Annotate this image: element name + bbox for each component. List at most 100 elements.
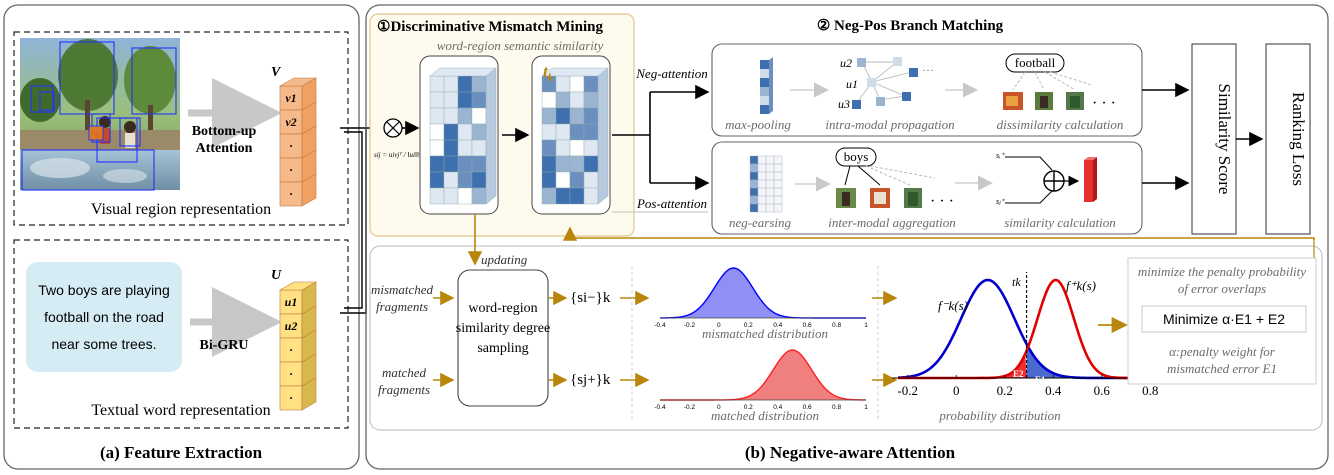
similarity-score-label: Similarity Score: [1215, 84, 1234, 195]
sampling-box: [457, 269, 549, 407]
dmm-title: ①Discriminative Mismatch Mining: [377, 19, 603, 35]
pos-set-label: {sj+}k: [570, 372, 611, 388]
svg-text:0.6: 0.6: [803, 404, 812, 411]
bigru-label: Bi-GRU: [200, 338, 249, 353]
neg-max-pool-column: [760, 57, 773, 114]
svg-text:football: football: [1015, 55, 1056, 70]
panel-b-title: (b) Negative-aware Attention: [745, 443, 956, 462]
feature-slot-label: ·: [290, 139, 293, 153]
probability-distribution-chart: -0.2 0 0.2 0.4 0.6 0.8: [892, 272, 1160, 398]
svg-text:-0.2: -0.2: [897, 383, 918, 398]
aE1-label: αE1: [1030, 375, 1046, 385]
tk-label: tk: [543, 62, 554, 84]
textual-caption: Textual word representation: [91, 402, 270, 419]
visual-caption: Visual region representation: [91, 201, 271, 218]
svg-text:boys: boys: [844, 149, 869, 164]
sampling-line-3: sampling: [477, 341, 528, 356]
sampling-line-2: similarity degree: [456, 321, 550, 336]
neg-set-label: {si−}k: [570, 290, 611, 306]
svg-text:0.8: 0.8: [832, 322, 841, 329]
boys-region-thumbnails: [836, 188, 922, 208]
npbm-title: ② Neg-Pos Branch Matching: [817, 18, 1004, 34]
feature-slot-label: ·: [290, 391, 293, 405]
pos-attention-label: Pos-attention: [636, 196, 707, 211]
sampling-line-1: word-region: [468, 301, 537, 316]
mismatched-distribution-chart: -0.4 -0.2 0 0.2 0.4 0.6 0.8 1: [654, 267, 868, 329]
alpha-note-2: mismatched error E1: [1167, 361, 1277, 376]
pos-branch-box: [711, 141, 1143, 235]
svg-text:0.6: 0.6: [1094, 383, 1111, 398]
negative-aware-attention-panel: (b) Negative-aware Attention ①Discrimina…: [365, 4, 1329, 470]
matched-distribution-label: matched distribution: [711, 408, 819, 423]
feature-slot-label: ·: [290, 367, 293, 381]
mismatched-distribution-label: mismatched distribution: [702, 326, 828, 341]
similarity-matrix: [429, 67, 497, 205]
minimize-equation: Minimize α·E1 + E2: [1163, 311, 1285, 327]
feature-slot-label: ·: [290, 343, 293, 357]
svg-text:1: 1: [864, 322, 868, 329]
threshold-learning-box: [369, 245, 1323, 431]
pos-step-3: similarity calculation: [1004, 215, 1116, 230]
V-label: V: [271, 65, 282, 80]
node-u1: u1: [846, 77, 858, 91]
f-pos-label: f⁺k(s): [1066, 278, 1096, 293]
probability-distribution-label: probability distribution: [938, 408, 1060, 423]
svg-text:···: ···: [922, 63, 934, 77]
matched-fragments-2: fragments: [378, 382, 430, 397]
svg-text:0.2: 0.2: [997, 383, 1013, 398]
similarity-vector: [1084, 157, 1097, 202]
bottom-up-label-1: Bottom-up: [192, 124, 257, 139]
svg-text:0.4: 0.4: [1045, 383, 1062, 398]
feature-slot-label: u1: [285, 295, 298, 309]
svg-text:-0.4: -0.4: [654, 404, 666, 411]
pos-step-2: inter-modal aggregation: [828, 215, 955, 230]
svg-text:1: 1: [864, 404, 868, 411]
svg-text:0.4: 0.4: [773, 322, 782, 329]
svg-text:-0.4: -0.4: [654, 322, 666, 329]
similarity-formula: sij = uivjᵀ / ‖ui‖‖vj‖: [374, 151, 426, 159]
neg-step-3: dissimilarity calculation: [997, 117, 1124, 132]
svg-text:· · ·: · · ·: [930, 193, 954, 210]
svg-text:-0.2: -0.2: [684, 322, 696, 329]
neg-step-1: max-pooling: [725, 117, 791, 132]
boys-word: [835, 147, 877, 167]
minimize-note-1: minimize the penalty probability: [1138, 264, 1306, 279]
sentence-line-3: near some trees.: [51, 336, 156, 352]
svg-text:sⱼ⁺: sⱼ⁺: [996, 197, 1006, 206]
sentence-line-2: football on the road: [44, 309, 164, 325]
football-region-thumbnails: [1003, 92, 1084, 110]
svg-text:0: 0: [953, 383, 960, 398]
feature-slot-label: ·: [290, 163, 293, 177]
node-u2: u2: [840, 56, 852, 70]
sentence-line-1: Two boys are playing: [38, 282, 170, 298]
svg-text:sᵢ⁺: sᵢ⁺: [996, 151, 1005, 160]
neg-erasing-matrix: [749, 155, 783, 213]
tk-threshold-label: tk: [1012, 275, 1021, 289]
minimize-note-2: of error overlaps: [1178, 281, 1266, 296]
svg-text:-0.2: -0.2: [684, 404, 696, 411]
neg-attention-label: Neg-attention: [635, 66, 708, 81]
f-neg-label: f⁻k(s): [938, 298, 968, 313]
ranking-loss-label: Ranking Loss: [1289, 92, 1308, 186]
pos-step-1: neg-earsing: [729, 215, 792, 230]
svg-text:0: 0: [717, 322, 721, 329]
feature-slot-label: u2: [285, 319, 298, 333]
svg-text:0: 0: [717, 404, 721, 411]
panel-a-title: (a) Feature Extraction: [100, 443, 263, 462]
feature-slot-label: v1: [285, 91, 296, 105]
feature-slot-label: v2: [285, 115, 296, 129]
intra-modal-graph: [855, 61, 913, 105]
sentence-box: [26, 262, 182, 372]
svg-text:0.2: 0.2: [744, 322, 753, 329]
neg-step-2: intra-modal propagation: [825, 117, 954, 132]
E2-label: E2: [1013, 369, 1024, 379]
U-label: U: [271, 268, 282, 283]
svg-text:0.2: 0.2: [744, 404, 753, 411]
matched-fragments-1: matched: [382, 365, 427, 380]
feature-slot-label: ·: [290, 187, 293, 201]
bottom-up-label-2: Attention: [196, 141, 253, 156]
svg-text:0.4: 0.4: [773, 404, 782, 411]
threshold-matrix: [541, 67, 609, 205]
node-u3: u3: [838, 97, 850, 111]
